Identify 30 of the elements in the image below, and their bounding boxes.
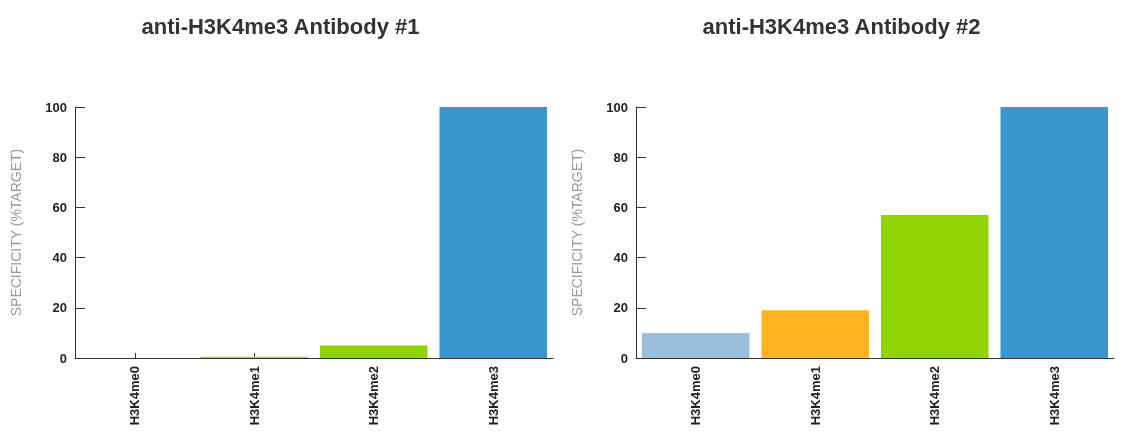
bar [880,214,989,358]
bar [761,310,870,358]
y-tick-label: 80 [613,149,628,165]
x-tick-label: H3K4me3 [1046,366,1062,426]
y-tick-label: 100 [606,99,628,115]
y-tick-label: 20 [613,300,628,316]
y-tick-label: 0 [620,350,628,366]
bar [319,345,428,358]
x-tick-label: H3K4me3 [485,366,501,426]
bar [439,107,548,358]
y-tick-label: 40 [613,250,628,266]
x-tick-label: H3K4me2 [366,366,382,426]
x-tick-label: H3K4me1 [246,366,262,426]
y-tick-label: 40 [52,250,67,266]
y-tick-label: 60 [613,199,628,215]
y-tick-label: 0 [59,350,67,366]
y-axis-title: SPECIFICITY (%TARGET) [8,148,24,317]
bar [641,332,750,358]
x-tick-label: H3K4me1 [807,366,823,426]
bar [1000,107,1109,358]
x-tick-label: H3K4me0 [688,366,704,426]
chart-title: anti-H3K4me3 Antibody #2 [702,13,981,39]
y-axis-title: SPECIFICITY (%TARGET) [569,148,585,317]
x-tick-label: H3K4me0 [127,366,143,426]
chart-title: anti-H3K4me3 Antibody #1 [141,13,420,39]
y-tick-label: 60 [52,199,67,215]
y-tick-label: 100 [45,99,67,115]
y-tick-label: 80 [52,149,67,165]
x-tick-label: H3K4me2 [927,366,943,426]
y-tick-label: 20 [52,300,67,316]
